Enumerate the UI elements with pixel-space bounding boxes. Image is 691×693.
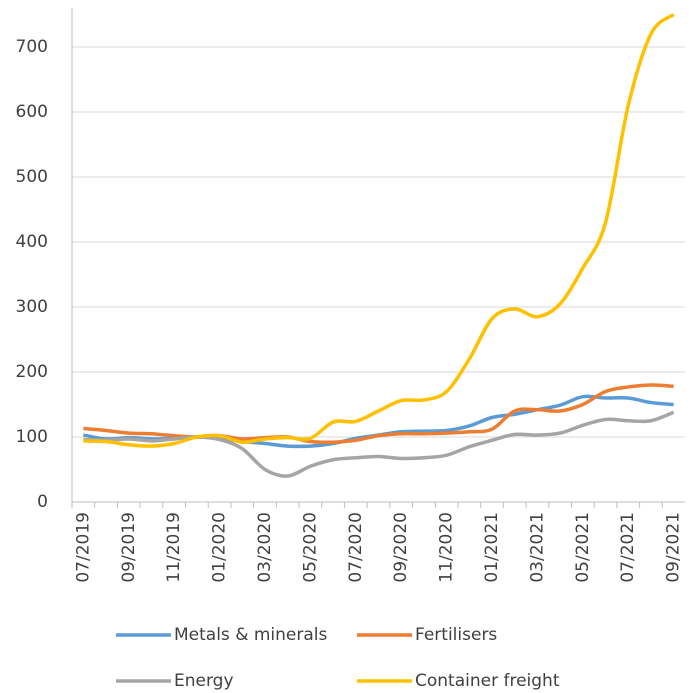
y-tick-label: 600 xyxy=(16,102,48,122)
x-tick-label: 01/2020 xyxy=(210,512,230,583)
legend-label: Energy xyxy=(174,671,234,691)
x-tick-label: 11/2020 xyxy=(437,512,457,583)
y-tick-label: 500 xyxy=(16,167,48,187)
x-tick-label: 03/2021 xyxy=(527,512,547,583)
y-tick-label: 0 xyxy=(37,492,48,512)
y-tick-label: 100 xyxy=(16,427,48,447)
y-tick-label: 300 xyxy=(16,297,48,317)
x-tick-label: 05/2021 xyxy=(573,512,593,583)
x-tick-label: 09/2019 xyxy=(119,512,139,583)
x-tick-label: 09/2020 xyxy=(391,512,411,583)
line xyxy=(83,13,675,448)
legend-label: Metals & minerals xyxy=(174,625,328,645)
legend-label: Fertilisers xyxy=(415,625,497,645)
x-tick-label: 09/2021 xyxy=(664,512,684,583)
x-tick-label: 03/2020 xyxy=(255,512,275,583)
line xyxy=(83,410,675,478)
x-tick-label: 07/2020 xyxy=(346,512,366,583)
x-tick-label: 07/2021 xyxy=(618,512,638,583)
legend-label: Container freight xyxy=(415,671,560,691)
y-tick-label: 400 xyxy=(16,232,48,252)
x-tick-label: 11/2019 xyxy=(164,512,184,583)
y-tick-label: 200 xyxy=(16,362,48,382)
x-tick-label: 05/2020 xyxy=(300,512,320,583)
y-tick-label: 700 xyxy=(16,37,48,57)
line xyxy=(83,383,674,445)
x-tick-label: 01/2021 xyxy=(482,512,502,583)
x-tick-label: 07/2019 xyxy=(73,512,93,583)
